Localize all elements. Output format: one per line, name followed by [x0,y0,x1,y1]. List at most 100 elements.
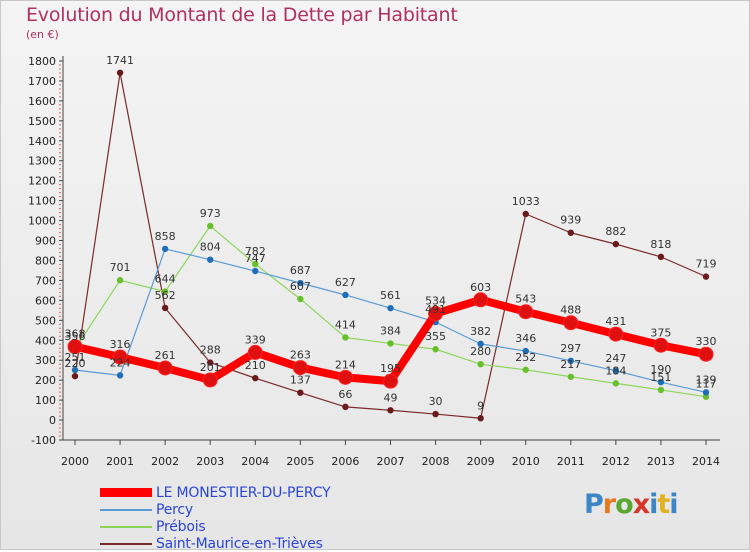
y-minor-tick [59,431,61,433]
proxiti-logo: Proxiti [584,489,679,520]
data-point [702,393,710,400]
data-label: 747 [245,252,266,265]
legend-swatch [100,488,152,497]
y-minor-tick [59,271,61,274]
y-minor-tick [59,335,61,337]
y-minor-tick [59,227,61,230]
legend-item: Percy [100,501,330,518]
y-minor-tick [59,88,61,90]
data-point [71,366,79,374]
y-minor-tick [59,267,61,270]
y-minor-tick [59,411,61,413]
y-minor-tick [59,295,61,298]
y-minor-tick [59,331,61,333]
data-label: 30 [429,395,443,408]
data-point [428,306,444,322]
data-point [247,344,263,360]
data-label: 214 [335,358,356,371]
data-point [116,372,124,379]
data-point [432,346,439,353]
data-label: 607 [290,280,311,293]
y-tick-label: 0 [49,414,56,427]
y-minor-tick [59,315,61,318]
data-point [112,349,128,365]
data-point [207,256,214,263]
y-minor-tick [59,156,61,158]
y-minor-tick [59,108,61,110]
y-minor-tick [59,72,61,74]
data-label: 263 [290,349,311,362]
y-minor-tick [59,291,61,294]
y-minor-tick [59,223,61,226]
data-label: 701 [110,261,131,274]
x-tick-label: 2008 [422,455,450,468]
data-label: 384 [380,324,401,337]
y-tick-label: 1500 [28,115,56,128]
data-label: 644 [155,273,176,286]
y-minor-tick [59,203,61,206]
data-label: 184 [605,364,626,377]
y-minor-tick [59,403,61,405]
data-label: 491 [425,303,446,316]
y-minor-tick [59,263,61,266]
data-point [387,340,394,347]
legend-swatch [100,525,152,528]
y-minor-tick [59,211,61,214]
data-label: 382 [470,325,491,338]
data-label: 9 [477,399,484,412]
data-point [608,326,624,342]
data-label: 562 [155,289,176,302]
y-tick-label: 900 [35,235,56,248]
y-tick-label: 1800 [28,55,56,68]
y-minor-tick [59,235,61,238]
y-tick-label: 1200 [28,175,56,188]
y-minor-tick [59,116,61,118]
y-minor-tick [59,251,61,254]
x-tick-label: 2013 [647,455,675,468]
data-point [522,210,529,218]
y-tick-label: 1100 [28,195,56,208]
y-minor-tick [59,303,61,306]
y-minor-tick [59,183,61,186]
y-tick-label: 600 [35,294,56,307]
x-tick-label: 2010 [512,455,540,468]
data-point [698,346,714,362]
data-point [207,359,214,366]
data-label: 330 [696,335,717,348]
data-point [387,407,394,414]
data-label: 201 [200,361,221,374]
data-point [342,403,349,411]
y-tick-label: 1700 [28,75,56,88]
y-tick-label: 200 [35,374,56,387]
data-label: 719 [696,258,717,271]
y-minor-tick [59,311,61,314]
data-label: 252 [515,351,536,364]
x-tick-label: 2006 [331,455,359,468]
data-point [477,361,484,368]
data-point [567,229,574,236]
data-label: 66 [338,388,352,401]
y-tick-label: 1600 [28,95,56,108]
data-point [157,360,173,376]
chart-title: Evolution du Montant de la Dette par Hab… [26,4,458,26]
y-minor-tick [59,407,61,409]
y-minor-tick [59,347,61,349]
x-tick-label: 2001 [106,455,134,468]
data-label: 818 [650,238,671,251]
y-minor-tick [59,175,61,178]
data-point [522,366,529,373]
data-label: 858 [155,230,176,243]
y-tick-label: 1300 [28,155,56,168]
x-tick-label: 2009 [467,455,495,468]
y-tick-label: 1000 [28,215,56,228]
data-point [292,360,308,376]
x-tick-label: 2003 [196,455,224,468]
data-label: 280 [470,345,491,358]
data-point [161,304,169,312]
y-minor-tick [59,144,61,146]
legend-swatch [100,542,152,545]
data-point [252,374,259,382]
data-point [612,367,620,374]
